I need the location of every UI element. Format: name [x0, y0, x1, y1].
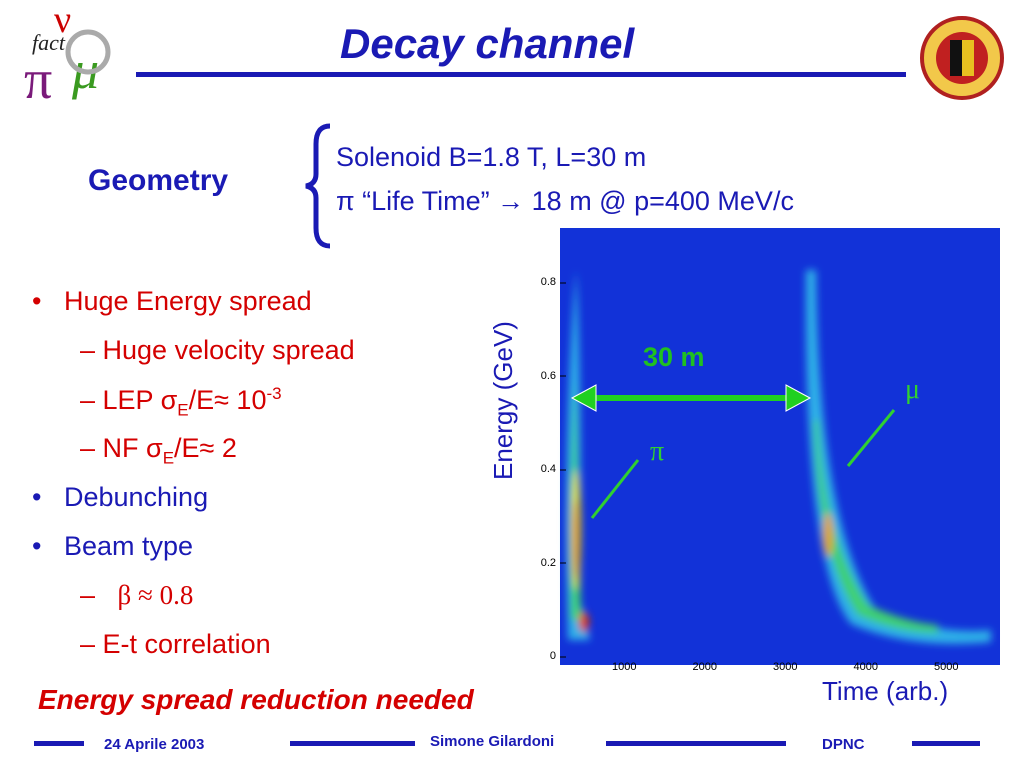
title: Decay channel [340, 20, 635, 67]
y-tick-label: 0.8 [540, 276, 556, 288]
subscript: E [162, 448, 175, 468]
footer-rule [912, 741, 980, 746]
footer-author: Simone Gilardoni [430, 733, 555, 750]
pi-plume [566, 270, 590, 640]
bullet-text: /E≈ 2 [174, 433, 237, 463]
x-axis-label: Time (arb.) [822, 676, 949, 706]
y-tick-label: 0.2 [540, 556, 556, 569]
y-tick-label: 0.6 [540, 369, 556, 382]
bullet: • Beam type [32, 531, 194, 561]
sub-bullet: – E-t correlation [80, 629, 271, 659]
x-tick-label: 4000 [853, 661, 878, 673]
superscript: -3 [266, 384, 282, 403]
y-tick-label: 0.4 [540, 463, 556, 475]
seal-eagle [950, 40, 962, 76]
sub-bullet: – β ≈ 0.8 [80, 580, 194, 610]
x-tick-label: 3000 [773, 661, 798, 673]
footer-rule [290, 741, 415, 746]
bullet: • Huge Energy spread [32, 286, 312, 316]
logo-pi: π [24, 49, 52, 111]
brace [305, 123, 331, 249]
mu-plume [805, 270, 991, 644]
bullet-text: NF σ [102, 433, 163, 463]
sub-bullet: – Huge velocity spread [80, 335, 355, 365]
y-axis-label: Energy (GeV) [488, 321, 518, 480]
x-tick-label: 5000 [934, 661, 959, 673]
pi-label: π [650, 436, 665, 467]
sub-bullet: – NF σE/E≈ 2 [80, 433, 237, 468]
footer-rule [606, 741, 786, 746]
mu-pointer [846, 409, 896, 467]
logo-ring [65, 29, 111, 75]
geometry-line: π “Life Time” → 18 m @ p=400 MeV/c [336, 186, 794, 216]
bullet-text: E-t correlation [102, 629, 271, 659]
mu-label: μ [905, 374, 921, 405]
footer-org: DPNC [822, 736, 865, 753]
geometry-label: Geometry [88, 164, 229, 197]
bullet-text: Huge Energy spread [63, 286, 312, 316]
bullet-text: /E≈ 10 [188, 385, 267, 415]
seal-key [962, 40, 974, 76]
subscript: E [177, 400, 189, 420]
x-tick-label: 1000 [612, 661, 637, 673]
pi-pointer [590, 459, 640, 519]
plot-ticks [560, 282, 566, 658]
bullet-text: Debunching [63, 482, 209, 512]
bullet-text: Huge velocity spread [102, 335, 355, 365]
title-rule [136, 72, 906, 77]
sub-bullet: – LEP σE/E≈ 10-3 [80, 384, 282, 420]
distance-label: 30 m [643, 342, 705, 372]
bullet: • Debunching [32, 482, 209, 512]
arrow-heads [570, 384, 812, 412]
conclusion: Energy spread reduction needed [38, 684, 474, 715]
bullet-text: Beam type [63, 531, 194, 561]
bullet-text: LEP σ [102, 385, 178, 415]
y-tick-label: 0 [549, 650, 556, 662]
bullet-text: β ≈ 0.8 [117, 580, 194, 610]
plot-area [560, 228, 1000, 665]
logo-text: fact [32, 30, 66, 55]
footer-date: 24 Aprile 2003 [104, 736, 205, 753]
x-tick-label: 2000 [692, 661, 717, 673]
logo-nu: ν [54, 0, 71, 41]
footer-rule [34, 741, 84, 746]
geometry-line: Solenoid B=1.8 T, L=30 m [336, 142, 647, 172]
